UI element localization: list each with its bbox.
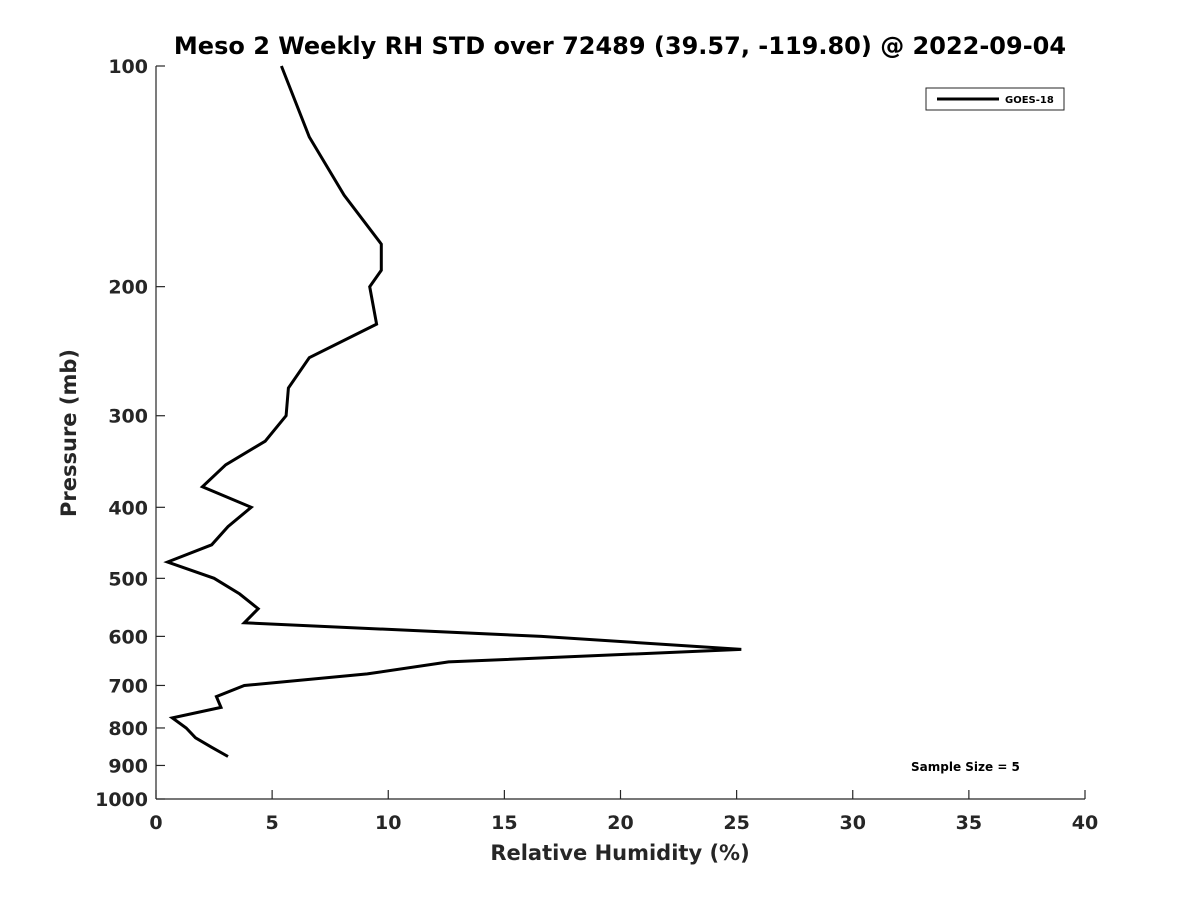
x-tick-label-8: 40 bbox=[1072, 812, 1098, 834]
legend-label-goes-18: GOES-18 bbox=[1005, 95, 1054, 106]
y-tick-label-5: 600 bbox=[108, 626, 148, 648]
sample-size-annotation: Sample Size = 5 bbox=[911, 760, 1020, 774]
y-tick-label-0: 100 bbox=[108, 56, 148, 78]
y-tick-label-2: 300 bbox=[108, 406, 148, 428]
x-tick-label-1: 5 bbox=[266, 812, 279, 834]
chart-title: Meso 2 Weekly RH STD over 72489 (39.57, … bbox=[174, 32, 1066, 60]
y-tick-label-1: 200 bbox=[108, 277, 148, 299]
legend: GOES-18 bbox=[925, 87, 1065, 111]
x-axis-label: Relative Humidity (%) bbox=[490, 841, 749, 865]
x-tick-label-2: 10 bbox=[375, 812, 401, 834]
x-tick-label-7: 35 bbox=[956, 812, 982, 834]
x-tick-label-3: 15 bbox=[491, 812, 517, 834]
series-layer bbox=[163, 65, 742, 758]
y-axis-ticks: 100 200 300 400 500 600 700 800 900 1000 bbox=[95, 56, 165, 811]
y-tick-label-3: 400 bbox=[108, 497, 148, 519]
y-tick-label-8: 900 bbox=[108, 755, 148, 777]
y-tick-label-9: 1000 bbox=[95, 789, 148, 811]
y-axis-label: Pressure (mb) bbox=[57, 349, 81, 517]
x-axis-ticks: 0 5 10 15 20 25 30 35 40 bbox=[149, 790, 1098, 834]
x-tick-label-4: 20 bbox=[607, 812, 633, 834]
x-tick-label-5: 25 bbox=[723, 812, 749, 834]
y-tick-label-4: 500 bbox=[108, 568, 148, 590]
x-tick-label-0: 0 bbox=[149, 812, 162, 834]
y-tick-label-7: 800 bbox=[108, 718, 148, 740]
x-tick-label-6: 30 bbox=[840, 812, 866, 834]
y-tick-label-6: 700 bbox=[108, 675, 148, 697]
